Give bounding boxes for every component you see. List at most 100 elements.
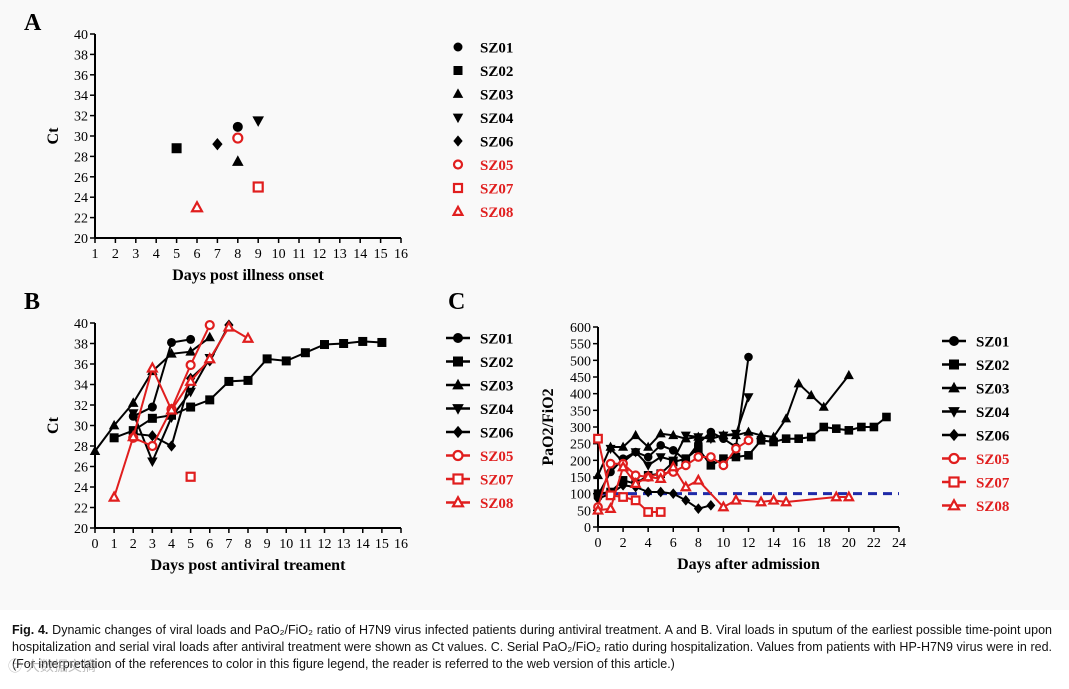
data-point-sz01 xyxy=(643,452,653,462)
y-tick-label: 40 xyxy=(74,317,88,332)
data-point-sz08 xyxy=(729,493,742,505)
data-point-sz02 xyxy=(205,395,215,405)
x-tick-label: 10 xyxy=(716,536,730,551)
legend-marker-sz08 xyxy=(947,498,961,511)
data-point-sz04 xyxy=(718,431,729,441)
y-tick-label: 20 xyxy=(74,232,88,247)
legend-marker-sz03 xyxy=(452,378,464,390)
y-tick-label: 450 xyxy=(570,371,591,386)
data-point-sz05 xyxy=(705,452,716,462)
x-tick-label: 6 xyxy=(670,536,677,551)
x-tick-label: 8 xyxy=(234,247,241,262)
legend-marker-sz02 xyxy=(949,359,959,370)
y-tick-label: 150 xyxy=(570,471,591,486)
legend-marker-sz01 xyxy=(453,42,463,52)
figure-area: A B C 20 22 24 26 28 30 32 34 36 38 40 1 2 3 4 5 6 7 8 9 10 1… xyxy=(24,10,1010,574)
y-tick-label: 20 xyxy=(74,522,88,537)
data-point-sz02 xyxy=(831,424,841,433)
data-point-sz01 xyxy=(167,337,176,347)
legend-label-sz06: SZ06 xyxy=(480,135,514,151)
y-tick-label: 24 xyxy=(74,191,88,206)
data-point-sz02 xyxy=(744,451,753,460)
legend-label-sz02: SZ02 xyxy=(976,358,1009,374)
legend-label-sz01: SZ01 xyxy=(976,335,1009,351)
data-point-sz08 xyxy=(126,429,140,442)
data-point-sz07 xyxy=(593,433,603,444)
panel-label-c: C xyxy=(448,289,465,315)
x-tick-label: 18 xyxy=(817,536,831,551)
data-point-sz02 xyxy=(171,143,182,154)
legend-label-sz06: SZ06 xyxy=(976,429,1010,445)
y-tick-label: 100 xyxy=(570,488,591,503)
data-point-sz08 xyxy=(190,199,204,213)
x-tick-label: 15 xyxy=(375,537,389,552)
data-point-sz08 xyxy=(629,477,642,488)
data-point-sz08 xyxy=(591,503,605,515)
y-tick-label: 22 xyxy=(74,502,88,517)
data-point-sz08 xyxy=(767,493,780,505)
data-point-sz06 xyxy=(668,488,678,500)
legend-marker-sz06 xyxy=(452,425,464,439)
x-tick-label: 20 xyxy=(842,536,856,551)
data-point-sz05 xyxy=(204,319,215,331)
data-point-sz01 xyxy=(744,352,753,362)
x-tick-label: 15 xyxy=(374,247,388,262)
data-point-sz03 xyxy=(128,397,139,407)
data-point-sz04 xyxy=(185,387,196,398)
data-point-sz07 xyxy=(252,181,264,193)
y-tick-label: 350 xyxy=(570,404,591,419)
data-point-sz02 xyxy=(300,348,310,358)
x-tick-label: 9 xyxy=(264,537,271,552)
data-point-sz04 xyxy=(605,444,616,455)
data-point-sz04 xyxy=(693,433,704,443)
data-point-sz07 xyxy=(618,492,628,502)
legend-marker-sz01 xyxy=(949,336,959,346)
data-point-sz02 xyxy=(243,375,253,385)
y-tick-label: 32 xyxy=(74,110,88,125)
data-point-sz04 xyxy=(630,448,641,458)
y-tick-label: 34 xyxy=(74,89,88,104)
legend-label-sz02: SZ02 xyxy=(480,355,513,371)
x-tick-label: 3 xyxy=(132,247,139,262)
data-point-sz05 xyxy=(232,132,244,144)
data-point-sz03 xyxy=(204,331,215,342)
data-point-sz05 xyxy=(147,440,158,452)
y-axis-label: PaO2/FiO2 xyxy=(540,388,557,465)
x-tick-label: 12 xyxy=(742,536,756,551)
y-tick-label: 34 xyxy=(74,379,88,394)
x-tick-label: 14 xyxy=(353,247,367,262)
data-point-sz02 xyxy=(186,402,196,412)
data-point-sz06 xyxy=(706,499,716,511)
watermark: ⓒ 大数据文摘 xyxy=(8,658,96,674)
legend-marker-sz07 xyxy=(452,473,464,485)
data-point-sz02 xyxy=(706,461,716,470)
legend-label-sz07: SZ07 xyxy=(480,182,514,198)
data-point-sz03 xyxy=(630,429,641,440)
x-tick-label: 5 xyxy=(173,247,180,262)
data-point-sz03 xyxy=(793,378,804,388)
data-point-sz04 xyxy=(643,461,654,471)
legend-label-sz05: SZ05 xyxy=(480,449,513,465)
x-tick-label: 10 xyxy=(279,537,293,552)
series-line-sz01 xyxy=(132,338,191,418)
data-point-sz03 xyxy=(185,346,196,356)
data-point-sz01 xyxy=(668,446,678,455)
data-point-sz03 xyxy=(806,389,817,400)
legend-marker-sz08 xyxy=(451,495,465,508)
data-point-sz06 xyxy=(643,486,653,498)
x-tick-label: 2 xyxy=(112,247,119,262)
y-tick-label: 22 xyxy=(74,212,88,227)
legend-marker-sz05 xyxy=(452,449,464,462)
x-tick-label: 2 xyxy=(620,536,627,551)
x-tick-label: 6 xyxy=(194,247,201,262)
y-tick-label: 24 xyxy=(74,481,88,496)
legend-marker-sz05 xyxy=(452,159,464,170)
data-point-sz07 xyxy=(655,507,666,517)
data-point-sz06 xyxy=(618,479,628,491)
data-point-sz06 xyxy=(147,430,158,442)
x-tick-label: 12 xyxy=(318,537,332,552)
series-line-sz08 xyxy=(113,325,249,498)
